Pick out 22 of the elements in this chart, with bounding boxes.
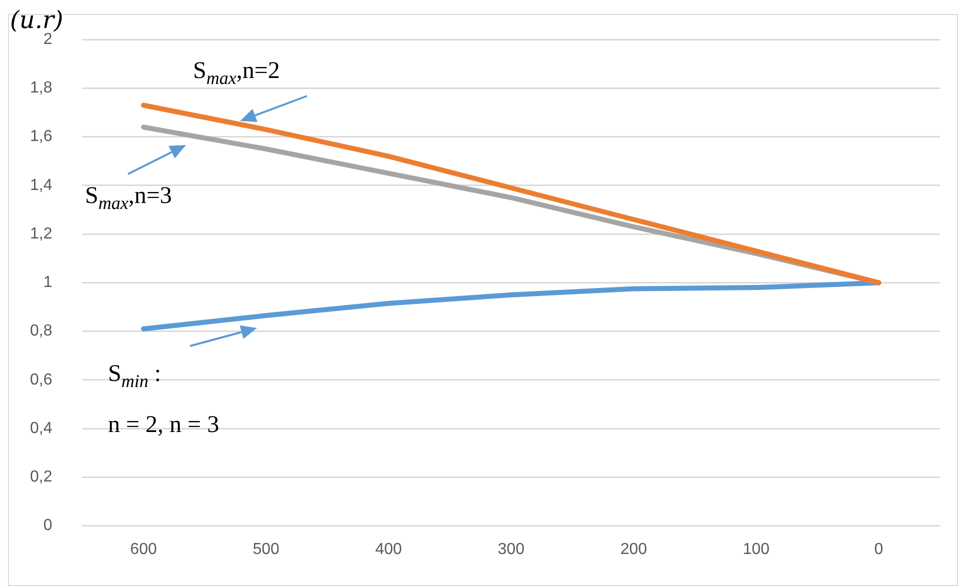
x-tick-label: 600 [130,540,157,558]
y-axis-title: (u.r) [10,6,64,34]
y-tick-label: 0 [43,517,52,534]
y-tick-label: 2 [43,31,52,48]
y-tick-label: 0,8 [30,322,52,340]
y-tick-label: 1,4 [30,176,52,194]
annotation: S$_{max}$,n=2 [193,58,280,89]
x-tick-label: 300 [498,540,525,558]
y-tick-label: 1,2 [30,225,52,242]
x-tick-label: 0 [874,540,884,558]
y-tick-label: 0,4 [30,420,52,437]
y-tick-label: 0,6 [30,371,52,388]
y-tick-label: 0,2 [30,468,52,486]
x-tick-label: 200 [620,540,648,558]
y-tick-label: 1 [43,274,52,292]
y-tick-label: 1,6 [30,128,52,146]
y-tick-label: 1,8 [30,80,52,97]
x-tick-label: 400 [375,540,402,558]
x-tick-label: 500 [252,540,280,558]
annotation: S$_{max}$,n=3 [85,183,172,214]
annotation: S$_{min}$ : n = 2, n = 3 [108,360,220,440]
x-tick-label: 100 [742,540,770,558]
